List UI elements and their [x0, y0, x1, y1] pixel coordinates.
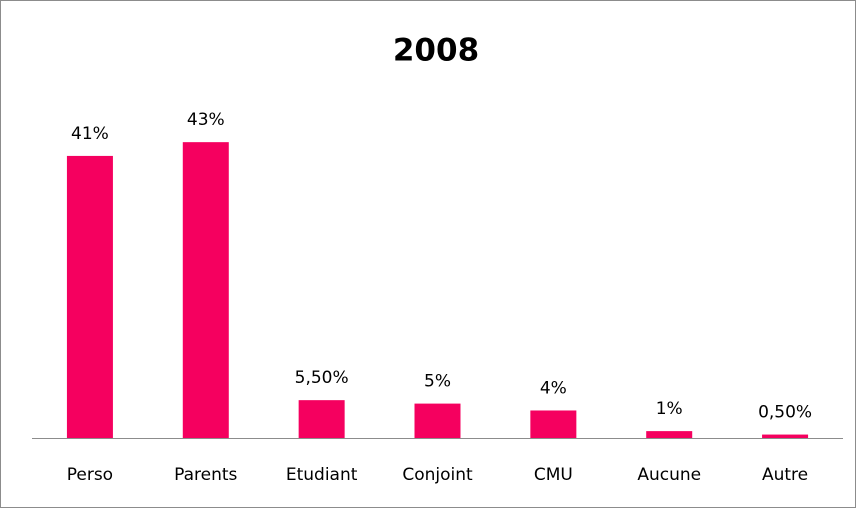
data-label: 0,50%: [758, 403, 812, 423]
data-label: 4%: [540, 378, 567, 398]
bar: [182, 142, 229, 438]
bar: [298, 400, 345, 438]
bar: [530, 410, 577, 438]
data-label: 5%: [424, 372, 451, 392]
data-label: 43%: [187, 110, 225, 130]
data-label: 41%: [71, 124, 109, 144]
data-label: 5,50%: [295, 368, 349, 388]
x-tick-label: Conjoint: [402, 465, 473, 485]
x-tick-label: Parents: [174, 465, 237, 485]
chart-title: 2008: [393, 33, 479, 69]
x-tick-label: Etudiant: [286, 465, 358, 485]
bar: [762, 434, 809, 438]
bar: [414, 403, 461, 438]
bar: [646, 431, 693, 438]
data-label: 1%: [656, 399, 683, 419]
x-tick-label: Perso: [67, 465, 113, 485]
x-tick-label: CMU: [534, 465, 573, 485]
bar: [66, 155, 113, 439]
x-tick-label: Aucune: [637, 465, 701, 485]
x-tick-label: Autre: [762, 465, 808, 485]
